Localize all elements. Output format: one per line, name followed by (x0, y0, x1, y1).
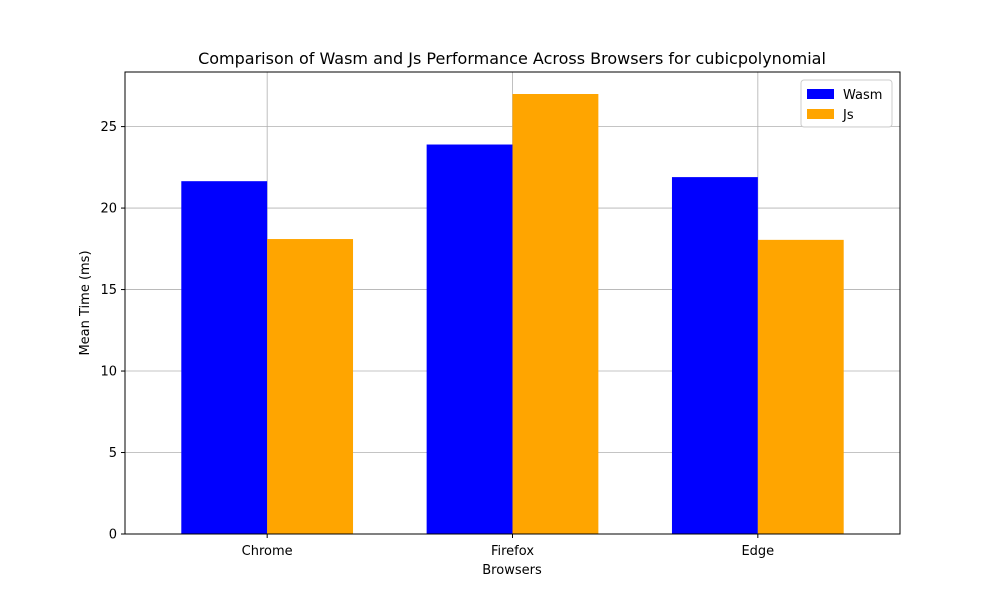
chart-title: Comparison of Wasm and Js Performance Ac… (198, 49, 826, 68)
legend-label-js: Js (842, 108, 854, 123)
x-tick-label: Edge (741, 544, 774, 559)
y-tick-label: 20 (100, 202, 117, 217)
bar-js-chrome (267, 239, 354, 534)
bar-wasm-firefox (426, 144, 513, 534)
y-tick-label: 10 (100, 365, 117, 380)
y-tick-label: 0 (109, 528, 117, 543)
bar-js-edge (757, 239, 844, 534)
y-tick-label: 25 (100, 120, 117, 135)
y-tick-label: 5 (109, 446, 117, 461)
legend-swatch-wasm (807, 89, 834, 99)
axis-ticks: 0 5 10 15 20 25 Chrome Firefox Edge (100, 120, 774, 559)
x-tick-label: Chrome (242, 544, 293, 559)
bar-js-firefox (512, 94, 599, 534)
x-tick-label: Firefox (491, 544, 534, 559)
legend-swatch-js (807, 109, 834, 119)
bars (181, 94, 844, 534)
bar-wasm-edge (671, 177, 758, 534)
y-axis-label: Mean Time (ms) (78, 250, 93, 355)
y-tick-label: 15 (100, 283, 117, 298)
bar-wasm-chrome (181, 181, 268, 534)
legend-label-wasm: Wasm (843, 88, 882, 103)
x-axis-label: Browsers (482, 563, 542, 578)
legend: Wasm Js (800, 79, 893, 128)
